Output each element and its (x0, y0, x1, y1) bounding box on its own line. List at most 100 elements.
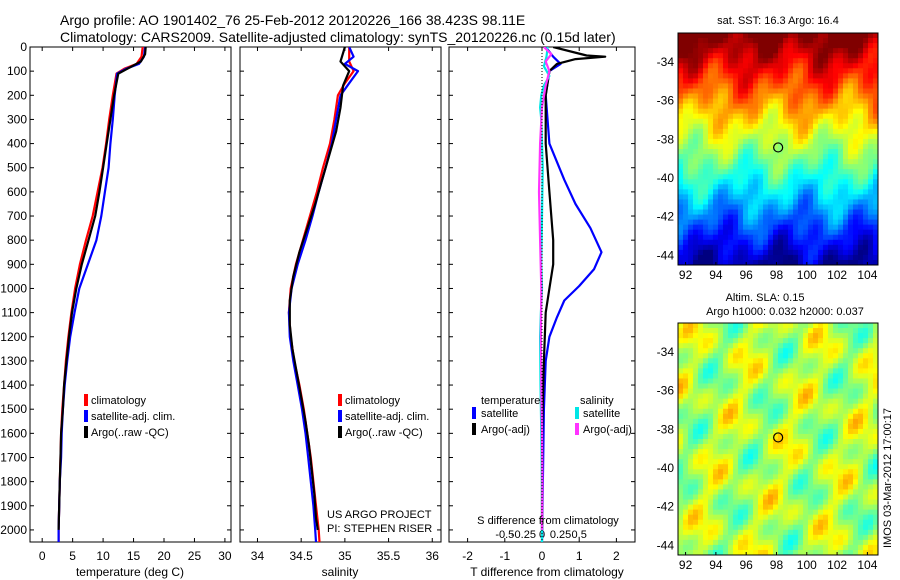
map-cell (718, 189, 724, 195)
map-cell (873, 348, 879, 354)
map-cell (858, 403, 864, 410)
map-cell (718, 383, 724, 389)
map-cell (708, 48, 714, 54)
map-cell (743, 169, 749, 175)
map-cell (863, 408, 869, 415)
t-difference-axis-label: T difference from climatology (470, 565, 624, 579)
map-cell (798, 328, 804, 334)
map-cell (798, 363, 804, 369)
map-cell (838, 189, 844, 195)
map-cell (728, 194, 734, 200)
map-cell (758, 464, 764, 470)
map-cell (713, 373, 719, 379)
map-cell (838, 474, 844, 480)
map-cell (763, 88, 769, 94)
map-cell (708, 58, 714, 64)
map-y-tick-label: -42 (657, 500, 675, 514)
map-cell (868, 433, 874, 440)
map-cell (843, 143, 849, 150)
map-cell (708, 128, 714, 135)
map-cell (693, 509, 699, 516)
map-cell (818, 204, 824, 210)
map-cell (733, 413, 739, 420)
map-cell (848, 118, 854, 125)
map-cell (813, 484, 819, 490)
map-cell (823, 63, 829, 69)
map-cell (838, 333, 844, 339)
map-cell (798, 499, 804, 505)
map-cell (763, 489, 769, 495)
map-cell (748, 353, 754, 359)
map-cell (803, 93, 809, 99)
map-cell (803, 204, 809, 210)
map-cell (778, 529, 784, 536)
map-cell (768, 539, 774, 546)
map-cell (693, 259, 699, 266)
map-cell (708, 449, 714, 455)
map-cell (818, 388, 824, 395)
map-cell (708, 113, 714, 120)
map-cell (823, 259, 829, 266)
map-cell (788, 88, 794, 94)
map-cell (778, 348, 784, 354)
map-cell (798, 174, 804, 180)
map-cell (743, 403, 749, 410)
map-cell (738, 534, 744, 541)
map-cell (718, 509, 724, 516)
map-cell (718, 98, 724, 105)
s-tick-label: -0.25 (511, 529, 536, 541)
map-cell (783, 138, 789, 145)
map-cell (848, 229, 854, 236)
map-cell (793, 403, 799, 410)
map-cell (863, 499, 869, 505)
map-cell (678, 229, 684, 236)
map-cell (783, 58, 789, 64)
map-cell (873, 138, 879, 145)
map-cell (758, 479, 764, 485)
map-cell (758, 143, 764, 150)
map-cell (803, 58, 809, 64)
map-cell (693, 423, 699, 430)
map-cell (798, 504, 804, 511)
map-cell (798, 219, 804, 226)
map-cell (793, 239, 799, 246)
map-cell (863, 333, 869, 339)
map-cell (788, 249, 794, 256)
map-cell (818, 449, 824, 455)
map-cell (708, 43, 714, 49)
map-cell (798, 164, 804, 170)
map-cell (803, 128, 809, 135)
map-cell (788, 494, 794, 500)
map-cell (853, 433, 859, 440)
map-cell (678, 199, 684, 205)
map-cell (788, 348, 794, 354)
map-cell (858, 244, 864, 251)
map-cell (863, 98, 869, 105)
map-cell (678, 338, 684, 344)
map-cell (833, 418, 839, 425)
map-cell (683, 194, 689, 200)
map-cell (783, 549, 789, 556)
map-cell (813, 333, 819, 339)
map-cell (793, 338, 799, 344)
map-cell (713, 113, 719, 120)
map-cell (748, 328, 754, 334)
map-cell (738, 138, 744, 145)
map-cell (683, 534, 689, 541)
map-cell (873, 519, 879, 526)
map-cell (688, 524, 694, 531)
map-cell (828, 68, 834, 74)
map-cell (753, 408, 759, 415)
map-cell (698, 159, 704, 165)
map-cell (798, 209, 804, 215)
map-cell (693, 249, 699, 256)
map-cell (698, 333, 704, 339)
map-cell (823, 149, 829, 155)
map-cell (683, 98, 689, 105)
map-cell (858, 133, 864, 140)
map-cell (858, 53, 864, 59)
map-cell (853, 73, 859, 79)
map-cell (828, 368, 834, 374)
map-cell (823, 459, 829, 465)
map-cell (748, 199, 754, 205)
